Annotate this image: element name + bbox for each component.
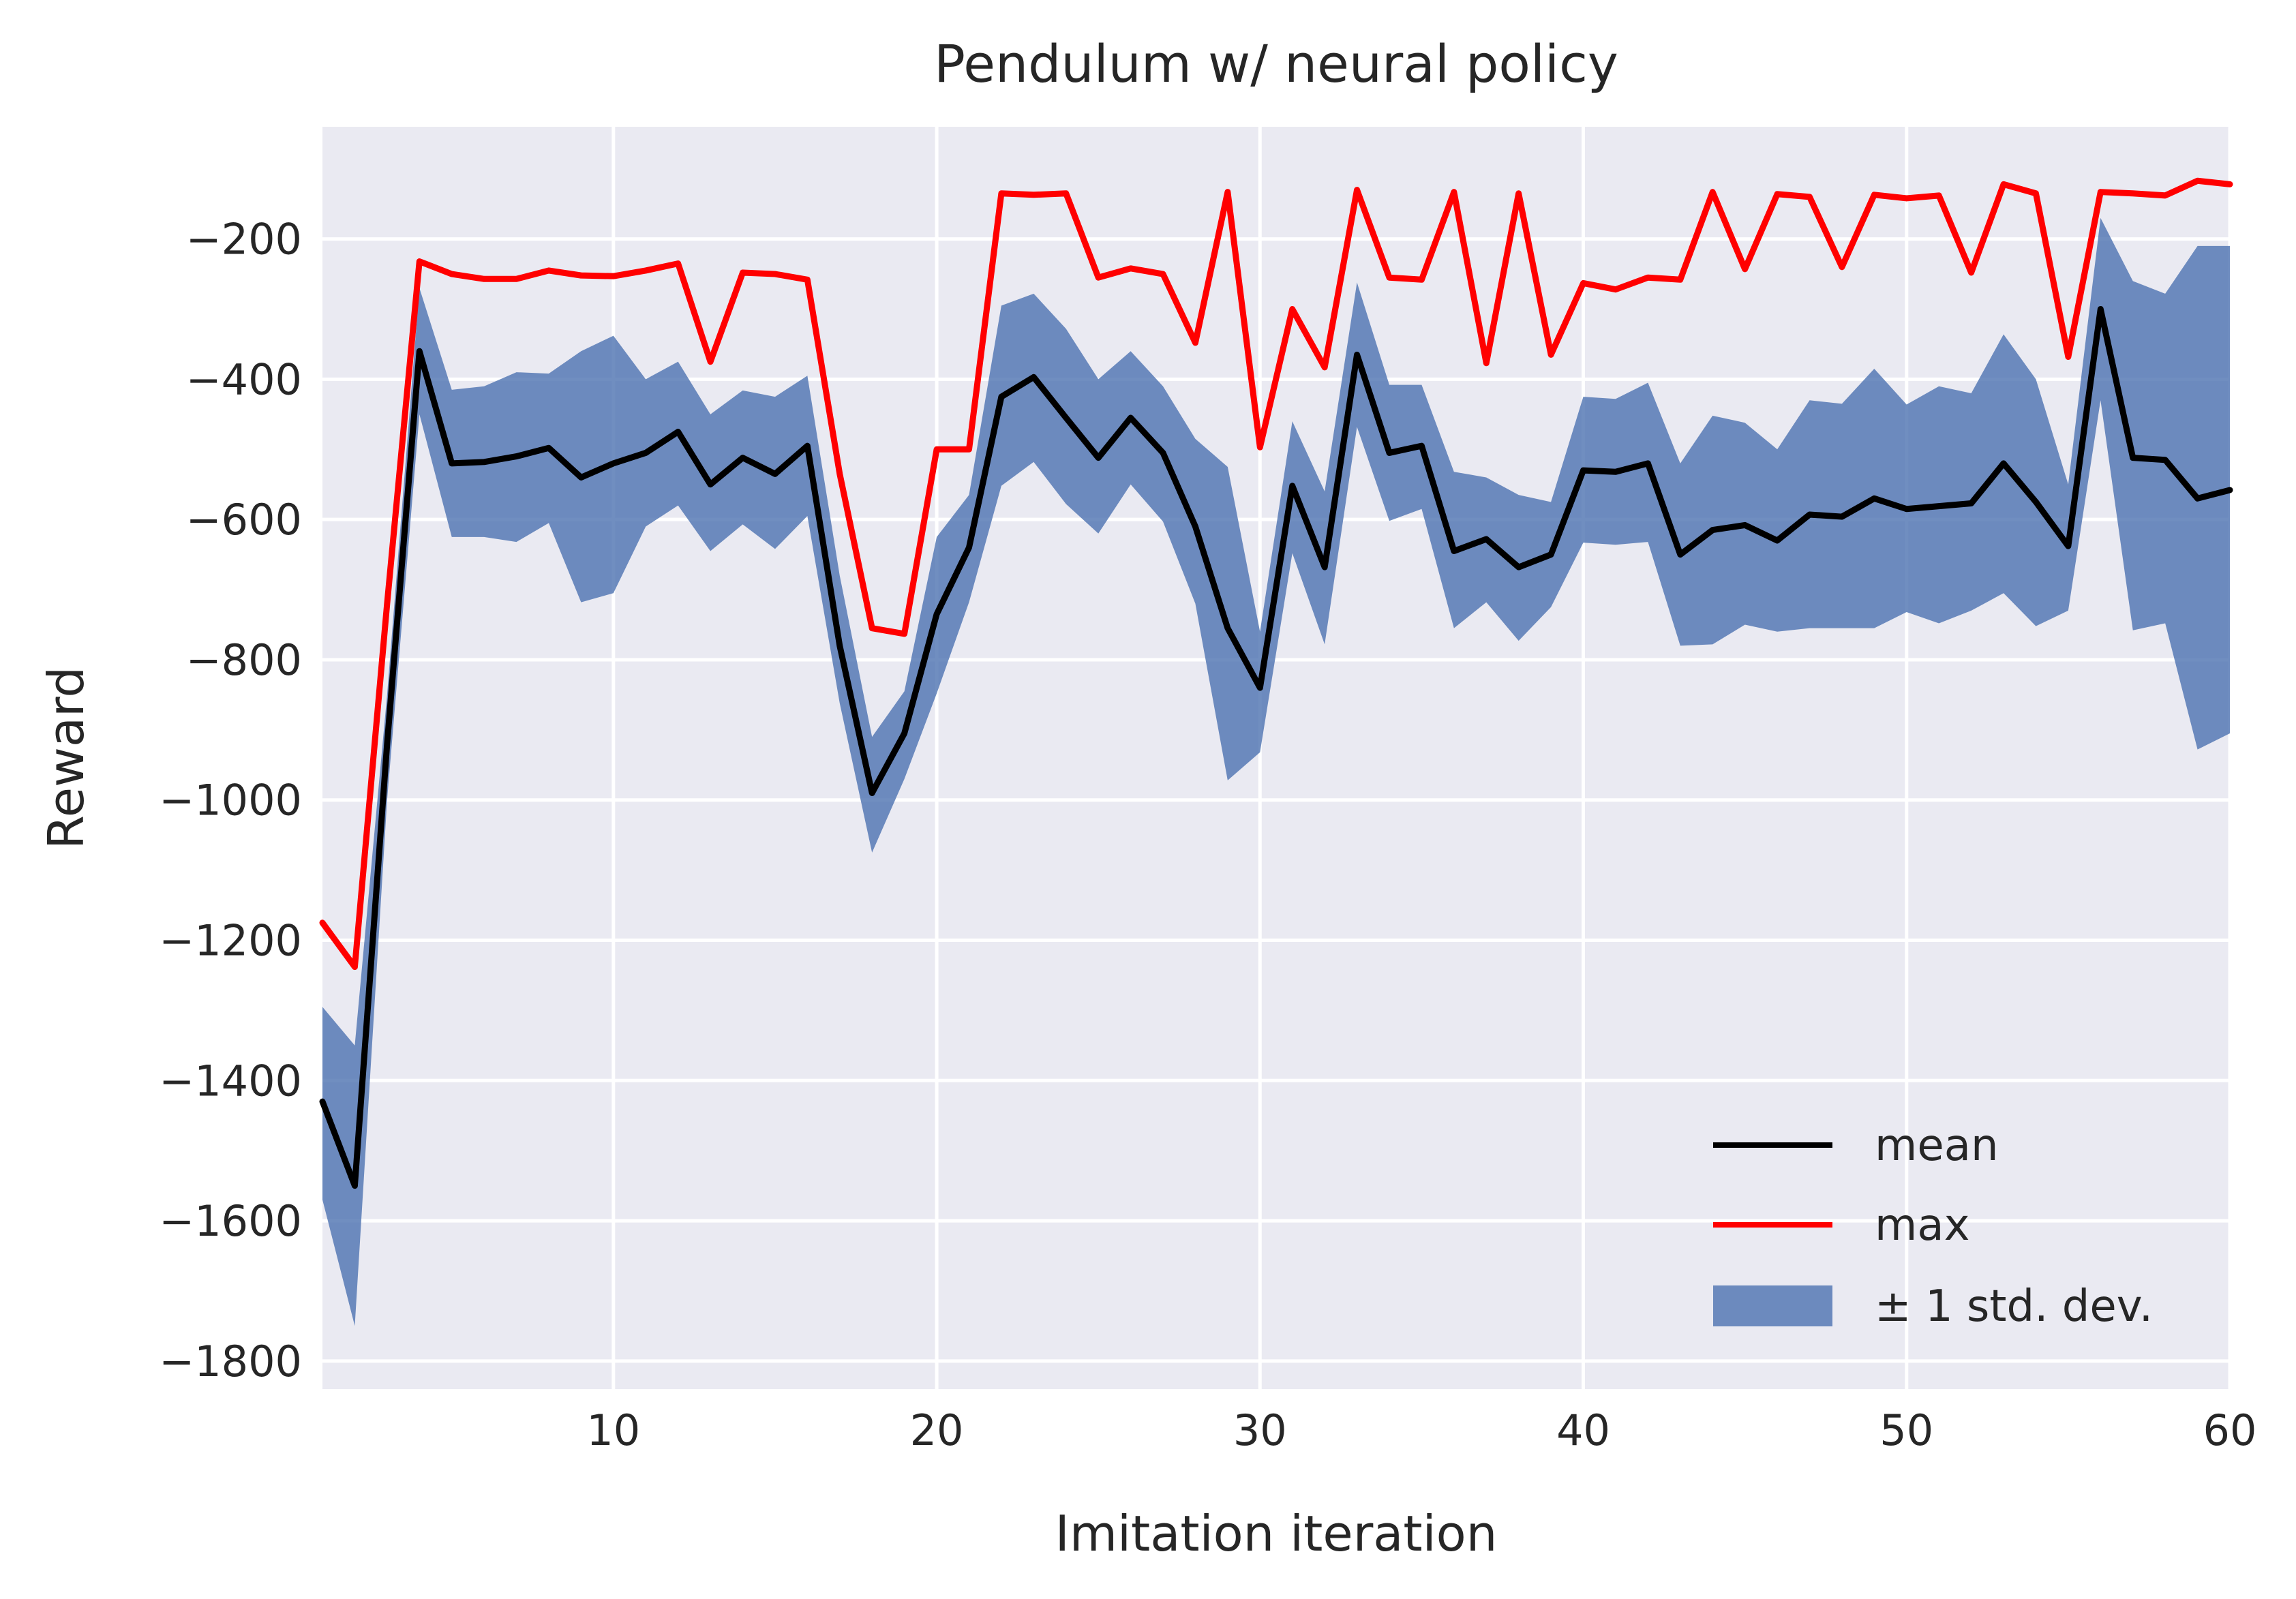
std-band	[322, 217, 2230, 1326]
y-tick-label: −1200	[159, 916, 302, 966]
y-tick-label: −600	[186, 495, 302, 545]
legend-label-max: max	[1875, 1200, 1969, 1251]
series-line-max	[319, 177, 2233, 971]
std-dev-band	[322, 217, 2230, 1326]
legend-label-std: ± 1 std. dev.	[1875, 1281, 2153, 1332]
series-lines	[319, 177, 2233, 1189]
x-tick-label: 40	[1556, 1405, 1610, 1455]
legend-label-mean: mean	[1875, 1121, 1999, 1171]
x-tick-label: 60	[2203, 1405, 2257, 1455]
series-line-mean	[319, 306, 2233, 1189]
legend-swatch-std	[1713, 1285, 1832, 1326]
y-tick-label: −1400	[159, 1056, 302, 1106]
x-axis-label: Imitation iteration	[1055, 1505, 1498, 1562]
tick-labels: 10 20 30 40 50 60 −200 −400 −600 −800 −1000 −1200 −1…	[159, 215, 2256, 1455]
plot-background	[322, 127, 2230, 1389]
legend: mean max ± 1 std. dev.	[1713, 1121, 2153, 1332]
y-tick-label: −1000	[159, 776, 302, 825]
y-tick-label: −200	[186, 215, 302, 264]
y-tick-label: −1600	[159, 1196, 302, 1246]
chart-title: Pendulum w/ neural policy	[934, 33, 1618, 94]
x-tick-label: 30	[1233, 1405, 1287, 1455]
y-tick-label: −400	[186, 354, 302, 404]
y-tick-label: −1800	[159, 1337, 302, 1386]
x-tick-label: 20	[910, 1405, 964, 1455]
y-tick-label: −800	[186, 635, 302, 685]
x-tick-label: 50	[1879, 1405, 1933, 1455]
y-axis-label: Reward	[37, 667, 95, 849]
x-tick-label: 10	[586, 1405, 640, 1455]
